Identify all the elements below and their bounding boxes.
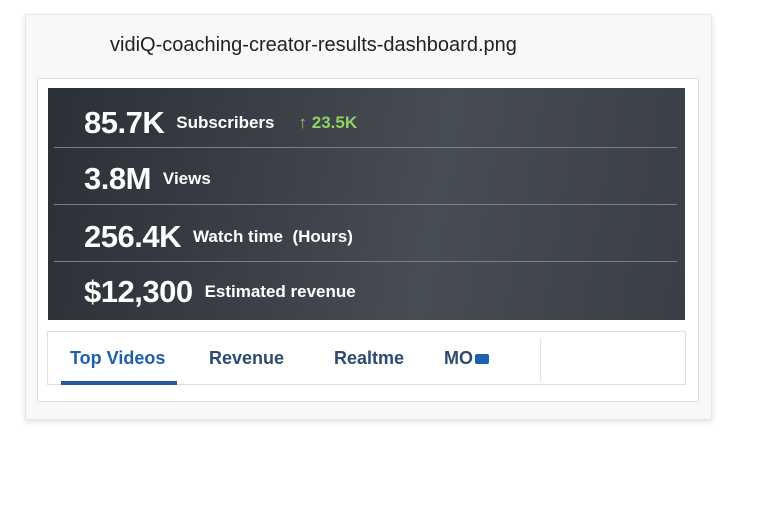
stat-value: $12,300 [84, 274, 193, 309]
stat-label: Estimated revenue [204, 282, 356, 301]
divider [54, 147, 677, 148]
stat-value: 85.7K [84, 105, 165, 140]
delta-value: 23.5K [311, 113, 358, 132]
arrow-up-icon: ↑ [298, 113, 312, 132]
stat-label: Subscribers [176, 113, 275, 132]
divider [54, 261, 677, 262]
stat-subscribers: 85.7K Subscribers ↑ 23.5K [48, 94, 685, 152]
divider [54, 204, 677, 205]
stat-revenue: $12,300 Estimated revenue [48, 263, 685, 321]
tab-bar: Top Videos Revenue Realtme MO [47, 331, 686, 385]
stat-watch-time: 256.4K Watch time (Hours) [48, 208, 685, 266]
stats-panel: 85.7K Subscribers ↑ 23.5K 3.8M Views 256.4K… [48, 88, 685, 320]
divider [540, 338, 541, 382]
badge-icon [475, 354, 489, 364]
active-tab-indicator [61, 381, 177, 385]
tab-more-label: MO [444, 348, 473, 368]
stat-value: 256.4K [84, 219, 181, 254]
tab-revenue[interactable]: Revenue [209, 348, 285, 368]
tab-realtime[interactable]: Realtme [334, 348, 405, 368]
tab-more[interactable]: MO [444, 348, 489, 369]
tab-top-videos[interactable]: Top Videos [70, 348, 166, 368]
delta-badge: ↑ 23.5K [299, 113, 358, 133]
stat-label: Views [162, 169, 211, 188]
page-title: vidiQ-coaching-creator-results-dashboard… [110, 34, 517, 56]
stat-value: 3.8M [84, 161, 151, 196]
stat-label: Watch time (Hours) [192, 227, 353, 246]
stat-views: 3.8M Views [48, 150, 685, 208]
